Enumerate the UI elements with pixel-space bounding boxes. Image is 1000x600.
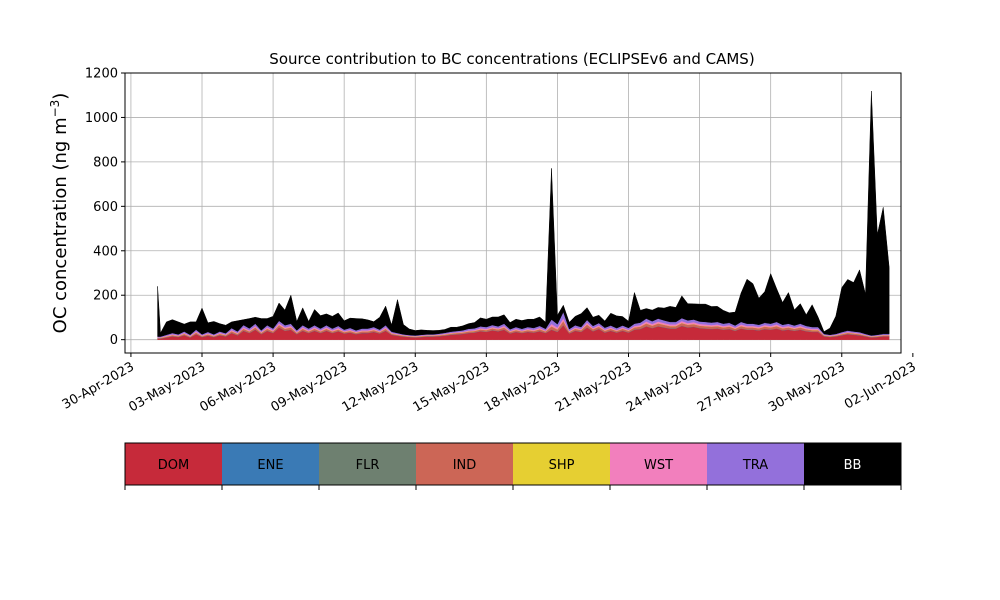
x-tick-label: 27-May-2023 xyxy=(695,359,777,415)
x-tick-label: 03-May-2023 xyxy=(126,359,208,415)
legend-swatch-dom xyxy=(125,443,222,485)
legend-swatch-wst xyxy=(610,443,707,485)
y-tick-label: 200 xyxy=(93,289,118,304)
x-tick-label: 12-May-2023 xyxy=(340,359,422,415)
plot-frame xyxy=(124,72,902,354)
x-axis: 30-Apr-202303-May-202306-May-202309-May-… xyxy=(60,353,919,415)
legend-label: TRA xyxy=(742,458,768,473)
chart-title: Source contribution to BC concentrations… xyxy=(269,50,754,68)
y-tick-label: 1000 xyxy=(85,111,118,126)
legend-swatch-tra xyxy=(707,443,804,485)
grid xyxy=(125,72,901,353)
y-axis: 0 200 400 600 800 1000 1200 xyxy=(85,67,125,348)
legend-label: WST xyxy=(644,458,673,473)
legend-label: FLR xyxy=(356,458,380,473)
legend-label: IND xyxy=(453,458,477,473)
y-axis-label: OC concentration (ng m−3) xyxy=(48,93,71,334)
x-tick-label: 06-May-2023 xyxy=(197,359,279,415)
y-tick-label: 1200 xyxy=(85,67,118,82)
legend-swatch-shp xyxy=(513,443,610,485)
legend-swatch-ind xyxy=(416,443,513,485)
legend-label: ENE xyxy=(257,458,283,473)
x-tick-label: 09-May-2023 xyxy=(268,359,350,415)
x-tick-label: 18-May-2023 xyxy=(482,359,564,415)
x-tick-label: 21-May-2023 xyxy=(553,359,635,415)
area-bb xyxy=(157,90,890,337)
legend-label: SHP xyxy=(549,458,575,473)
x-tick-label: 15-May-2023 xyxy=(411,359,493,415)
legend-swatch-ene xyxy=(222,443,319,485)
y-tick-label: 800 xyxy=(93,155,118,170)
legend-label: BB xyxy=(844,458,862,473)
legend-colorbar: DOM ENE FLR IND SHP WST TRA BB xyxy=(124,442,902,490)
stacked-areas xyxy=(157,90,890,340)
x-tick-label: 30-Apr-2023 xyxy=(60,359,137,412)
y-tick-label: 600 xyxy=(93,200,118,215)
y-tick-label: 0 xyxy=(110,333,118,348)
legend-label: DOM xyxy=(158,458,189,473)
x-tick-label: 30-May-2023 xyxy=(766,359,848,415)
x-tick-label: 24-May-2023 xyxy=(624,359,706,415)
y-tick-label: 400 xyxy=(93,244,118,259)
legend-swatch-bb xyxy=(804,443,901,485)
x-tick-label: 02-Jun-2023 xyxy=(842,359,919,412)
legend-swatch-flr xyxy=(319,443,416,485)
